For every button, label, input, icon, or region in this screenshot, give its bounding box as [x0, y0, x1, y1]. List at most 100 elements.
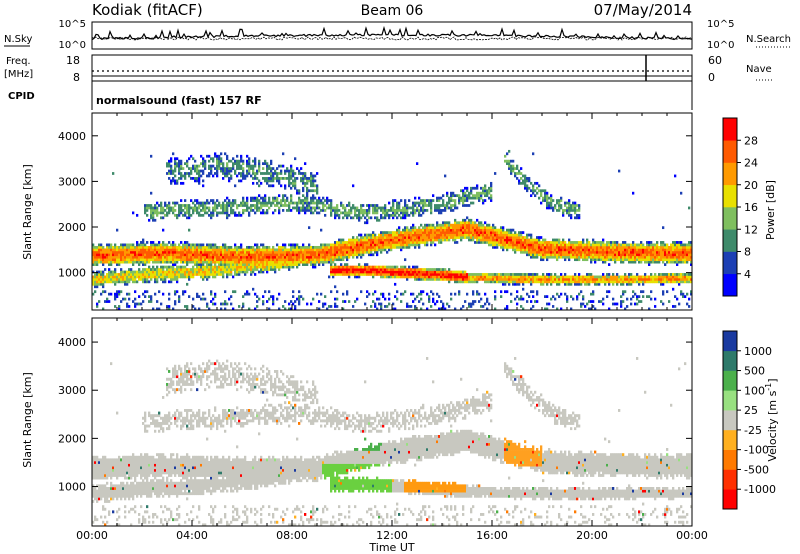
data-cell [452, 273, 455, 276]
data-cell [412, 300, 415, 303]
data-cell [144, 245, 147, 249]
data-cell [498, 233, 501, 237]
data-cell [102, 282, 105, 286]
data-cell [454, 280, 457, 284]
data-cell [126, 273, 129, 276]
data-cell [344, 253, 347, 257]
freq-panel: Freq. [MHz] 18 8 60 0 Nave [4, 54, 772, 84]
data-cell [264, 159, 267, 163]
data-cell [196, 201, 199, 205]
data-cell [262, 302, 265, 306]
data-cell [398, 213, 401, 217]
data-cell [466, 204, 469, 207]
data-cell [520, 233, 523, 237]
data-cell [520, 236, 523, 239]
data-cell [262, 248, 265, 252]
data-cell [172, 260, 175, 264]
data-cell [414, 233, 417, 237]
data-cell [510, 238, 513, 242]
data-cell [598, 255, 601, 259]
data-cell [346, 248, 349, 252]
data-cell [374, 245, 377, 249]
data-cell [336, 253, 339, 257]
data-cell [168, 169, 171, 173]
data-cell [298, 206, 301, 210]
data-cell [292, 260, 295, 264]
data-cell [340, 270, 343, 274]
data-cell [126, 248, 129, 252]
data-cell [292, 255, 295, 259]
data-cell [470, 191, 473, 195]
data-cell [240, 248, 243, 252]
data-cell [400, 273, 403, 276]
data-cell [412, 241, 415, 244]
data-cell [412, 213, 415, 217]
data-cell [356, 216, 359, 220]
data-cell [404, 245, 407, 249]
data-cell [340, 248, 343, 252]
data-cell [160, 204, 163, 207]
data-cell [104, 268, 107, 271]
data-cell [514, 277, 517, 281]
data-cell [570, 255, 573, 259]
data-cell [118, 248, 121, 252]
data-cell [208, 258, 211, 262]
data-cell [104, 250, 107, 254]
data-cell [134, 275, 137, 279]
data-cell [202, 268, 205, 271]
data-cell [356, 268, 359, 271]
data-cell [316, 211, 319, 215]
data-cell [398, 233, 401, 237]
data-cell [268, 206, 271, 210]
data-cell [474, 277, 477, 281]
data-cell [534, 243, 537, 247]
data-cell [240, 204, 243, 207]
data-cell [218, 250, 221, 254]
data-cell [202, 258, 205, 262]
data-cell [258, 248, 261, 252]
data-cell [490, 231, 493, 234]
data-cell [612, 253, 615, 257]
data-cell [238, 211, 241, 215]
data-cell [380, 268, 383, 271]
data-cell [566, 297, 569, 301]
data-cell [548, 245, 551, 249]
data-cell [608, 263, 611, 266]
data-cell [154, 211, 157, 215]
data-cell [168, 241, 171, 244]
data-cell [508, 277, 511, 281]
data-cell [244, 177, 247, 180]
data-cell [362, 245, 365, 249]
data-cell [98, 245, 101, 249]
data-cell [522, 179, 525, 183]
data-cell [422, 273, 425, 276]
data-cell [250, 245, 253, 249]
data-cell [124, 282, 127, 286]
data-cell [546, 199, 549, 202]
data-cell [258, 250, 261, 254]
data-cell [114, 243, 117, 247]
data-cell [218, 164, 221, 168]
data-cell [184, 243, 187, 247]
data-cell [318, 260, 321, 264]
data-cell [248, 263, 251, 266]
data-cell [496, 280, 499, 284]
data-cell [208, 273, 211, 276]
data-cell [480, 194, 483, 198]
data-cell [190, 199, 193, 202]
data-cell [512, 238, 515, 242]
data-cell [446, 273, 449, 276]
data-cell [266, 201, 269, 205]
data-cell [528, 238, 531, 242]
data-cell [342, 258, 345, 262]
data-cell [544, 194, 547, 198]
data-cell [420, 297, 423, 301]
data-cell [170, 164, 173, 168]
data-cell [130, 275, 133, 279]
data-cell [114, 273, 117, 276]
data-cell [384, 211, 387, 215]
data-cell [550, 201, 553, 205]
data-cell [130, 258, 133, 262]
data-cell [226, 162, 229, 166]
data-cell [224, 255, 227, 259]
